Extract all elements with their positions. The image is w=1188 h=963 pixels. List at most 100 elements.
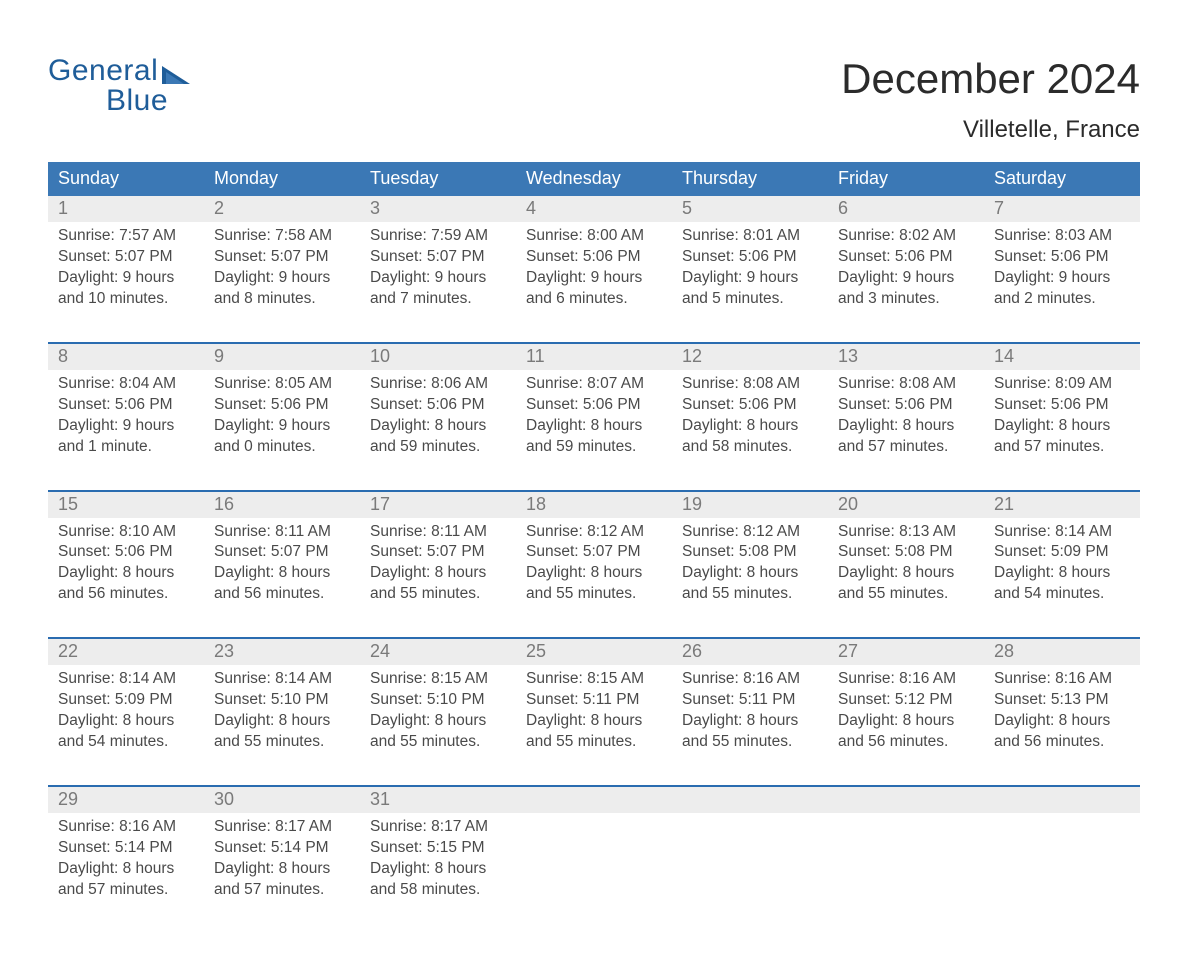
day-detail: Sunrise: 8:16 AMSunset: 5:12 PMDaylight:…	[828, 665, 984, 775]
day-number: 11	[516, 344, 672, 370]
day-number: 1	[48, 196, 204, 222]
week-row: 22232425262728Sunrise: 8:14 AMSunset: 5:…	[48, 637, 1140, 775]
day-detail: Sunrise: 8:12 AMSunset: 5:08 PMDaylight:…	[672, 518, 828, 628]
day-detail: Sunrise: 8:03 AMSunset: 5:06 PMDaylight:…	[984, 222, 1140, 332]
day-detail-line: and 56 minutes.	[58, 584, 194, 605]
day-number: 17	[360, 492, 516, 518]
day-detail-line: Sunrise: 8:12 AM	[526, 522, 662, 543]
day-detail-line: Daylight: 8 hours	[994, 563, 1130, 584]
day-detail-line: Daylight: 8 hours	[526, 563, 662, 584]
day-detail-line: Daylight: 8 hours	[838, 563, 974, 584]
day-detail: Sunrise: 8:00 AMSunset: 5:06 PMDaylight:…	[516, 222, 672, 332]
day-number: 28	[984, 639, 1140, 665]
day-detail-line: Daylight: 8 hours	[994, 711, 1130, 732]
day-detail: Sunrise: 8:08 AMSunset: 5:06 PMDaylight:…	[672, 370, 828, 480]
day-detail: Sunrise: 8:10 AMSunset: 5:06 PMDaylight:…	[48, 518, 204, 628]
weekday-label: Tuesday	[360, 162, 516, 196]
day-detail-line: and 56 minutes.	[214, 584, 350, 605]
day-detail-line: and 10 minutes.	[58, 289, 194, 310]
day-detail: Sunrise: 8:02 AMSunset: 5:06 PMDaylight:…	[828, 222, 984, 332]
weekday-label: Thursday	[672, 162, 828, 196]
day-detail-line: Daylight: 8 hours	[58, 563, 194, 584]
day-detail-line: Sunrise: 8:12 AM	[682, 522, 818, 543]
day-detail-line: Sunset: 5:07 PM	[526, 542, 662, 563]
day-number: 4	[516, 196, 672, 222]
day-detail-line: and 58 minutes.	[682, 437, 818, 458]
day-detail-line: Daylight: 8 hours	[214, 563, 350, 584]
day-detail-line: Sunset: 5:07 PM	[370, 247, 506, 268]
day-number-row: 22232425262728	[48, 639, 1140, 665]
day-detail-line: Sunrise: 8:16 AM	[58, 817, 194, 838]
day-number: 16	[204, 492, 360, 518]
day-detail-line: Sunrise: 8:03 AM	[994, 226, 1130, 247]
day-detail-line: Sunset: 5:06 PM	[682, 247, 818, 268]
day-detail-line: and 55 minutes.	[682, 732, 818, 753]
day-detail-line: and 3 minutes.	[838, 289, 974, 310]
day-detail: Sunrise: 8:16 AMSunset: 5:13 PMDaylight:…	[984, 665, 1140, 775]
day-detail-line: Sunrise: 8:16 AM	[994, 669, 1130, 690]
day-detail-line: and 0 minutes.	[214, 437, 350, 458]
day-detail-line: Sunset: 5:15 PM	[370, 838, 506, 859]
day-detail-line: Sunrise: 8:14 AM	[214, 669, 350, 690]
day-number: 24	[360, 639, 516, 665]
day-detail-line: and 7 minutes.	[370, 289, 506, 310]
day-detail-line: Daylight: 8 hours	[994, 416, 1130, 437]
calendar: Sunday Monday Tuesday Wednesday Thursday…	[48, 162, 1140, 922]
day-detail-line: Sunrise: 7:59 AM	[370, 226, 506, 247]
day-detail-line: Daylight: 9 hours	[58, 416, 194, 437]
day-detail-line: Daylight: 8 hours	[682, 563, 818, 584]
day-detail-line: Sunset: 5:06 PM	[994, 395, 1130, 416]
day-detail-line: Daylight: 8 hours	[214, 711, 350, 732]
day-detail-line: Sunset: 5:10 PM	[370, 690, 506, 711]
day-detail: Sunrise: 8:14 AMSunset: 5:09 PMDaylight:…	[48, 665, 204, 775]
day-detail-line: Sunrise: 8:17 AM	[214, 817, 350, 838]
weeks-container: 1234567Sunrise: 7:57 AMSunset: 5:07 PMDa…	[48, 196, 1140, 922]
day-detail-line: Daylight: 8 hours	[838, 711, 974, 732]
day-detail-line: Sunset: 5:06 PM	[370, 395, 506, 416]
day-detail-line: Sunrise: 8:15 AM	[526, 669, 662, 690]
day-number: 12	[672, 344, 828, 370]
day-detail-line: Sunrise: 8:17 AM	[370, 817, 506, 838]
title-block: December 2024 Villetelle, France	[841, 56, 1140, 144]
day-detail: Sunrise: 8:14 AMSunset: 5:09 PMDaylight:…	[984, 518, 1140, 628]
day-detail-line: Sunrise: 8:04 AM	[58, 374, 194, 395]
day-detail-line: and 55 minutes.	[682, 584, 818, 605]
day-number: 3	[360, 196, 516, 222]
day-detail-line: Sunset: 5:06 PM	[994, 247, 1130, 268]
day-detail: Sunrise: 7:57 AMSunset: 5:07 PMDaylight:…	[48, 222, 204, 332]
day-number: 31	[360, 787, 516, 813]
day-number: 9	[204, 344, 360, 370]
day-detail: Sunrise: 8:12 AMSunset: 5:07 PMDaylight:…	[516, 518, 672, 628]
day-detail-line: Sunrise: 8:15 AM	[370, 669, 506, 690]
day-detail: Sunrise: 8:04 AMSunset: 5:06 PMDaylight:…	[48, 370, 204, 480]
day-detail-line: Sunrise: 8:16 AM	[838, 669, 974, 690]
day-detail-line: Sunrise: 8:00 AM	[526, 226, 662, 247]
day-number: 27	[828, 639, 984, 665]
day-detail: Sunrise: 8:01 AMSunset: 5:06 PMDaylight:…	[672, 222, 828, 332]
day-number: 14	[984, 344, 1140, 370]
day-number: 7	[984, 196, 1140, 222]
day-detail-line: and 55 minutes.	[370, 732, 506, 753]
day-number: 5	[672, 196, 828, 222]
day-number: 23	[204, 639, 360, 665]
day-detail-line: Sunset: 5:06 PM	[58, 395, 194, 416]
day-detail-line: Daylight: 9 hours	[682, 268, 818, 289]
day-detail-line: Sunset: 5:06 PM	[526, 247, 662, 268]
day-detail: Sunrise: 8:11 AMSunset: 5:07 PMDaylight:…	[204, 518, 360, 628]
day-detail-line: Daylight: 8 hours	[526, 711, 662, 732]
day-detail: Sunrise: 8:11 AMSunset: 5:07 PMDaylight:…	[360, 518, 516, 628]
day-detail-line: Daylight: 9 hours	[214, 268, 350, 289]
day-detail-line: Sunset: 5:06 PM	[526, 395, 662, 416]
day-number: 18	[516, 492, 672, 518]
day-detail-line: Sunset: 5:09 PM	[58, 690, 194, 711]
day-detail-line: Sunrise: 8:01 AM	[682, 226, 818, 247]
day-detail-line: and 54 minutes.	[58, 732, 194, 753]
day-detail: Sunrise: 8:15 AMSunset: 5:11 PMDaylight:…	[516, 665, 672, 775]
day-detail-line: and 55 minutes.	[370, 584, 506, 605]
day-number: 19	[672, 492, 828, 518]
day-detail-line: Sunrise: 8:05 AM	[214, 374, 350, 395]
day-detail: Sunrise: 8:06 AMSunset: 5:06 PMDaylight:…	[360, 370, 516, 480]
day-detail-line: Daylight: 8 hours	[370, 711, 506, 732]
day-number: 21	[984, 492, 1140, 518]
day-detail-line: Sunrise: 8:11 AM	[370, 522, 506, 543]
